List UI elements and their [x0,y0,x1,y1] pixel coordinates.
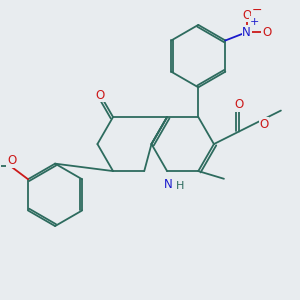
Text: O: O [235,98,244,111]
Text: O: O [96,88,105,102]
Text: N: N [164,178,173,191]
Text: O: O [259,118,268,131]
Text: N: N [242,26,251,39]
Text: O: O [7,154,16,167]
Text: O: O [242,9,251,22]
Text: +: + [250,17,259,27]
Text: O: O [262,26,271,39]
Text: −: − [252,4,262,17]
Text: H: H [176,181,185,191]
